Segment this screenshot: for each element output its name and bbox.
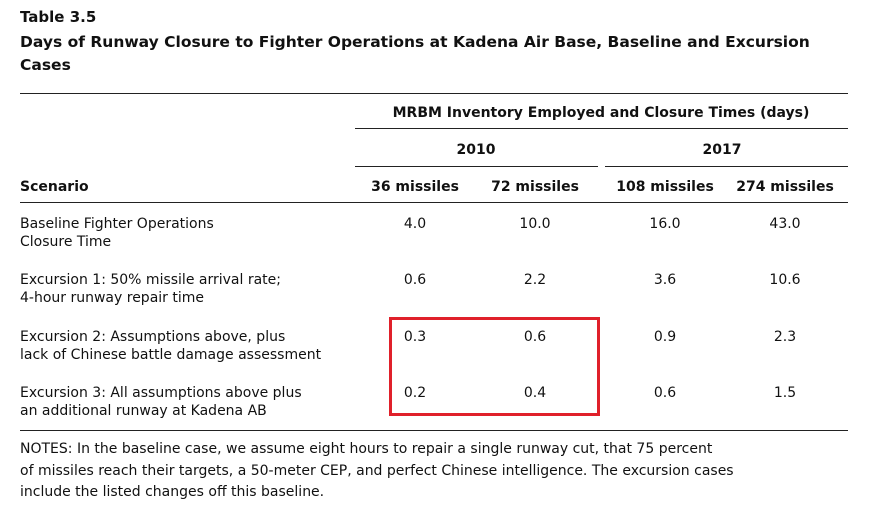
row-label: Excursion 2: Assumptions above, plus [20, 329, 286, 345]
column-header: Scenario [20, 179, 89, 195]
cell: 16.0 [649, 216, 681, 232]
cell: 10.0 [519, 216, 551, 232]
note-line: include the listed changes off this base… [20, 484, 325, 500]
cell: 0.9 [653, 329, 677, 345]
cell: 0.3 [403, 329, 427, 345]
title-line: Days of Runway Closure to Fighter Operat… [20, 33, 810, 51]
cell: 0.6 [403, 272, 427, 288]
highlight-box [389, 317, 600, 416]
column-header: 72 missiles [491, 179, 579, 195]
row-label: Baseline Fighter Operations [20, 216, 214, 232]
row-label: Excursion 1: 50% missile arrival rate; [20, 272, 281, 288]
cell: 3.6 [653, 272, 677, 288]
column-header: 36 missiles [371, 179, 459, 195]
cell: 0.6 [523, 329, 547, 345]
rule [20, 202, 848, 203]
cell: 43.0 [769, 216, 801, 232]
cell: 0.2 [403, 385, 427, 401]
rule [20, 430, 848, 431]
cell: 0.6 [653, 385, 677, 401]
row-label: Closure Time [20, 234, 112, 250]
rule [355, 166, 598, 167]
row-label: lack of Chinese battle damage assessment [20, 347, 322, 363]
cell: 1.5 [773, 385, 797, 401]
note-line: of missiles reach their targets, a 50-me… [20, 462, 734, 479]
column-header: 108 missiles [616, 179, 714, 195]
table-label: Table 3.5 [20, 8, 97, 26]
cell: 0.4 [523, 385, 547, 401]
year-header: 2010 [456, 142, 496, 158]
rule [605, 166, 848, 167]
group-header: MRBM Inventory Employed and Closure Time… [392, 105, 810, 121]
cell: 2.2 [523, 272, 547, 288]
row-label: 4-hour runway repair time [20, 290, 204, 306]
row-label: an additional runway at Kadena AB [20, 403, 267, 419]
cell: 4.0 [403, 216, 427, 232]
note-line: NOTES: In the baseline case, we assume e… [20, 441, 713, 457]
column-header: 274 missiles [736, 179, 834, 195]
row-label: Excursion 3: All assumptions above plus [20, 385, 302, 401]
cell: 2.3 [773, 329, 797, 345]
cell: 10.6 [769, 272, 801, 288]
rule [355, 128, 848, 129]
rule [20, 93, 848, 94]
year-header: 2017 [702, 142, 742, 158]
title-line: Cases [20, 56, 71, 74]
